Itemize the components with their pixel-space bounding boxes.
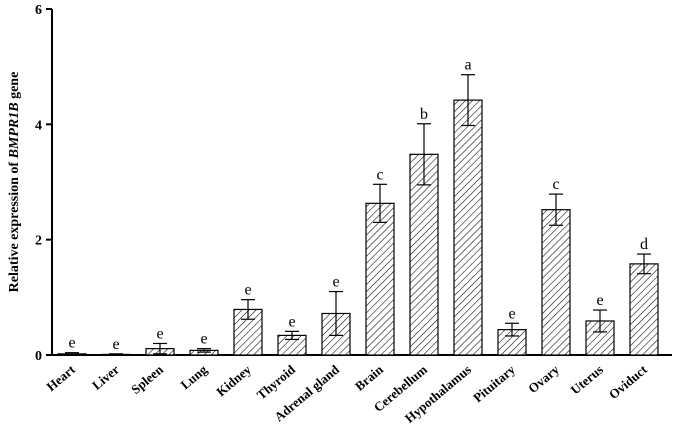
error-bar <box>637 253 651 275</box>
y-tick-label: 6 <box>35 3 42 18</box>
error-bar <box>505 322 519 337</box>
significance-label: e <box>508 305 515 322</box>
significance-label: c <box>376 166 383 183</box>
error-bar <box>549 193 563 226</box>
error-bar <box>417 123 431 186</box>
error-bar <box>241 299 255 320</box>
y-axis-label-suffix: gene <box>7 72 22 103</box>
bar <box>585 320 615 356</box>
x-tick-label: Lung <box>178 361 211 392</box>
y-axis-label: Relative expression of BMPR1B gene <box>7 72 22 293</box>
x-tick-label: Kidney <box>213 361 254 399</box>
x-tick-label: Brain <box>352 361 387 393</box>
x-tick-label: Ovary <box>525 361 562 396</box>
significance-labels: e e e e e e e c b a e c e d <box>68 57 648 353</box>
bar <box>541 209 571 356</box>
significance-label: e <box>288 313 295 330</box>
y-tick-label: 0 <box>35 349 42 364</box>
y-tick-label: 4 <box>35 118 42 133</box>
error-bar <box>285 330 299 341</box>
error-bar <box>109 353 123 356</box>
y-tick-label: 2 <box>35 234 42 249</box>
significance-label: e <box>596 292 603 309</box>
y-axis: 0 2 4 6 <box>35 3 53 364</box>
significance-label: e <box>68 335 75 352</box>
error-bars <box>65 74 651 356</box>
significance-label: e <box>332 274 339 291</box>
x-tick-label: Liver <box>89 362 122 393</box>
significance-label: a <box>464 57 471 74</box>
error-bar <box>197 348 211 353</box>
x-tick-label: Spleen <box>128 361 166 397</box>
significance-label: e <box>200 331 207 348</box>
significance-label: c <box>552 176 559 193</box>
error-bar <box>593 309 607 333</box>
significance-label: e <box>112 336 119 353</box>
x-tick-labels: Heart Liver Spleen Lung Kidney ThyroidAdrenal… <box>43 361 650 425</box>
error-bar <box>373 183 387 223</box>
bar <box>629 263 659 356</box>
significance-label: e <box>156 325 163 342</box>
bar <box>453 99 483 356</box>
x-tick-label: Heart <box>43 361 78 394</box>
x-tick-label: Pituitary <box>470 361 518 405</box>
error-bar <box>329 290 343 336</box>
bar <box>409 153 439 356</box>
bars <box>57 99 659 356</box>
x-tick-label: Uterus <box>568 362 606 398</box>
x-tick-label: Oviduct <box>606 361 650 402</box>
error-bar <box>65 352 79 356</box>
significance-label: e <box>244 282 251 299</box>
y-axis-label-gene: BMPR1B <box>7 102 22 159</box>
significance-label: b <box>420 106 428 123</box>
error-bar <box>153 342 167 355</box>
error-bar <box>461 74 475 127</box>
bar <box>365 202 395 356</box>
y-axis-label-prefix: Relative expression of <box>7 158 22 292</box>
significance-label: d <box>640 236 648 253</box>
